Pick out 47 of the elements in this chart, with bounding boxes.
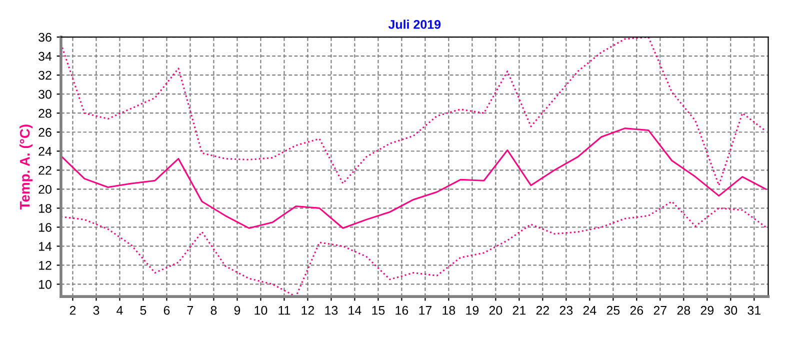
x-tick-label: 15: [372, 306, 385, 315]
x-tick-label: 19: [466, 306, 479, 315]
y-tick-label: 18: [39, 204, 52, 213]
x-tick-label: 20: [489, 306, 502, 315]
y-tick-label: 24: [38, 146, 52, 156]
x-tick-label: 17: [419, 306, 432, 315]
chart-title: Juli 2019: [388, 20, 441, 29]
x-tick-label: 31: [748, 306, 760, 315]
x-tick-label: 7: [187, 306, 194, 315]
x-tick-label: 27: [654, 306, 666, 315]
x-tick-label: 28: [677, 306, 690, 315]
x-tick-label: 13: [325, 306, 338, 315]
x-tick-label: 29: [700, 306, 714, 315]
y-tick-label: 20: [38, 184, 52, 194]
x-tick-label: 21: [512, 306, 526, 315]
x-tick-label: 3: [93, 306, 100, 315]
x-tick-label: 30: [724, 306, 738, 315]
x-tick-label: 24: [583, 306, 596, 315]
line-series: [60, 128, 767, 229]
y-tick-label: 26: [38, 128, 52, 137]
x-tick-label: 22: [536, 306, 549, 315]
x-tick-label: 9: [234, 306, 240, 315]
y-tick-label: 12: [39, 260, 52, 270]
x-tick-label: 4: [116, 306, 123, 315]
x-tick-label: 14: [348, 306, 362, 315]
x-tick-label: 8: [210, 306, 217, 315]
x-tick-label: 25: [606, 306, 620, 315]
y-tick-label: 16: [39, 222, 52, 232]
x-tick-label: 2: [70, 306, 76, 315]
x-tick-label: 6: [164, 306, 170, 315]
y-tick-label: 10: [39, 280, 52, 289]
y-tick-label: 14: [39, 242, 52, 251]
x-tick-label: 11: [278, 306, 290, 315]
y-tick-label: 32: [38, 70, 52, 80]
x-tick-label: 23: [560, 306, 573, 315]
y-axis-title: Temp. A. (°C): [20, 124, 32, 210]
x-tick-label: 10: [254, 306, 268, 315]
x-tick-label: 5: [140, 306, 146, 315]
x-tick-label: 18: [442, 306, 456, 315]
y-tick-label: 28: [38, 108, 52, 118]
y-tick-label: 36: [38, 32, 52, 42]
y-tick-label: 34: [38, 52, 52, 61]
y-tick-label: 22: [38, 166, 52, 175]
y-tick-label: 30: [38, 90, 52, 99]
x-tick-label: 16: [396, 306, 408, 315]
x-tick-label: 26: [630, 306, 644, 315]
x-tick-label: 12: [302, 306, 314, 315]
